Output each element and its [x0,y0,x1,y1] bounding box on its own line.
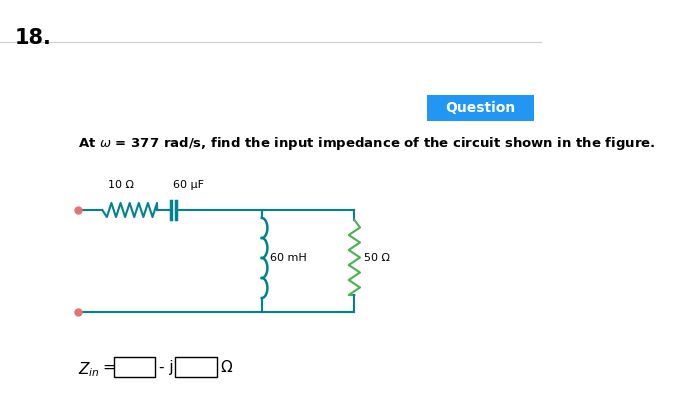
Text: =: = [102,360,115,375]
Text: $Z_{in}$: $Z_{in}$ [78,360,100,379]
Text: 60 mH: 60 mH [270,253,307,263]
Text: At $\omega$ = 377 rad/s, find the input impedance of the circuit shown in the fi: At $\omega$ = 377 rad/s, find the input … [78,135,656,152]
FancyBboxPatch shape [427,95,534,121]
Text: Ω: Ω [220,360,232,375]
Text: 50 Ω: 50 Ω [364,253,390,263]
Text: 60 μF: 60 μF [173,180,204,190]
Text: - j: - j [159,360,173,375]
Bar [114,357,155,377]
Bar [175,357,217,377]
Text: Question: Question [446,101,516,115]
Text: 10 Ω: 10 Ω [108,180,134,190]
Text: 18.: 18. [15,28,51,48]
